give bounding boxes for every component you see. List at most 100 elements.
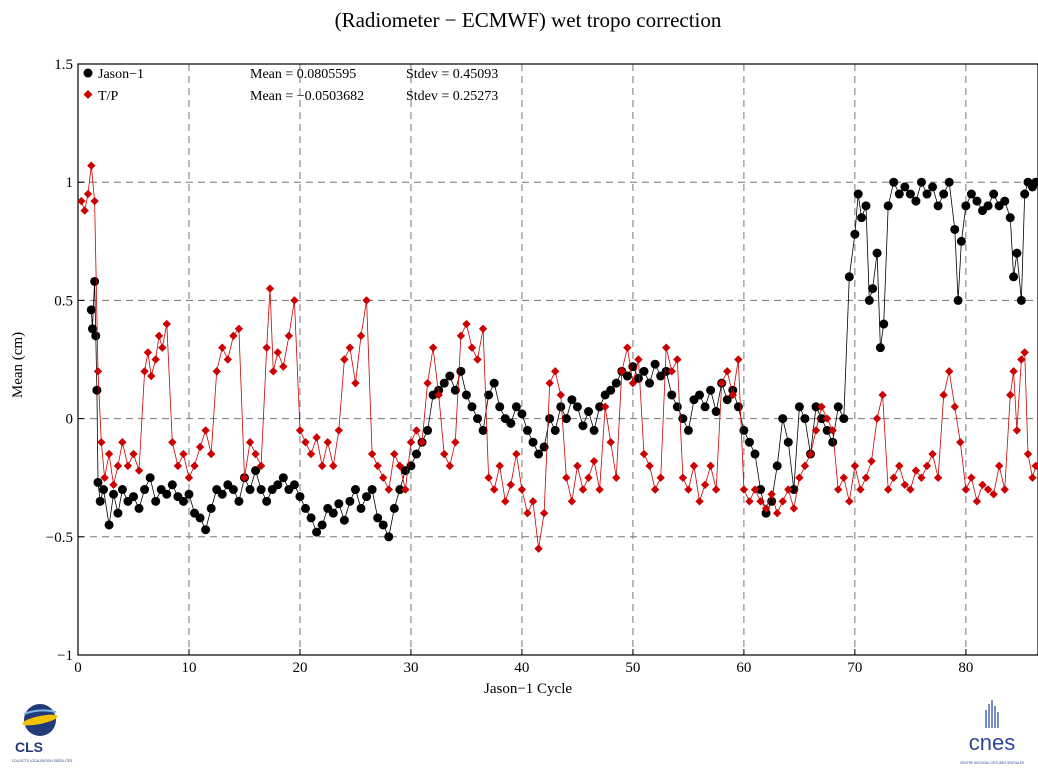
data-point (717, 378, 726, 388)
data-point (301, 438, 310, 447)
y-tick-label: 1.5 (54, 57, 73, 73)
data-point (473, 414, 483, 424)
data-point (312, 527, 322, 537)
data-point (728, 385, 738, 395)
data-point (117, 485, 127, 495)
data-point (939, 189, 949, 199)
data-point (1009, 367, 1018, 376)
data-point (789, 504, 799, 513)
data-point (109, 489, 119, 499)
data-point (645, 378, 655, 388)
data-point (584, 407, 594, 417)
data-point (195, 442, 205, 452)
chart-title: (Radiometer − ECMWF) wet tropo correctio… (335, 8, 722, 32)
stats-block: Mean = 0.0805595 Stdev = 0.45093 Mean = … (250, 67, 498, 104)
data-point (567, 497, 577, 506)
data-point (961, 485, 971, 494)
y-tick-label: −0.5 (46, 530, 73, 546)
data-point (206, 503, 216, 513)
data-point (945, 367, 954, 376)
data-point (883, 485, 893, 494)
data-point (528, 437, 538, 447)
data-point (711, 485, 721, 494)
data-point (850, 461, 860, 471)
data-point (906, 485, 915, 494)
data-point (645, 461, 654, 471)
data-point (123, 461, 133, 471)
data-point (134, 466, 144, 475)
data-point (1000, 485, 1009, 494)
data-point (983, 201, 993, 211)
data-point (667, 367, 676, 376)
data-point (439, 378, 449, 388)
data-point (550, 425, 560, 435)
data-point (528, 497, 538, 506)
data-point (573, 461, 582, 471)
cls-logo-subtext: COLLECTE LOCALISATION SATELLITES (12, 759, 72, 763)
data-point (269, 367, 278, 376)
data-point (99, 485, 109, 495)
data-point (245, 485, 255, 495)
data-point (367, 485, 377, 495)
cnes-logo-subtext: CENTRE NATIONAL D'ETUDES SPATIALES (960, 761, 1024, 765)
y-axis-ticks: −1 −0.5 0 0.5 1 1.5 (46, 57, 84, 664)
data-point (77, 196, 86, 206)
data-point (90, 276, 100, 286)
data-point (151, 496, 161, 506)
data-point (329, 461, 338, 471)
cnes-logo-text: cnes (969, 730, 1015, 755)
data-point (822, 414, 832, 423)
data-point (87, 161, 96, 170)
data-point (423, 425, 433, 435)
data-point (334, 426, 344, 435)
data-point (306, 513, 316, 523)
data-point (328, 508, 338, 518)
data-point (868, 284, 878, 294)
data-point (290, 296, 299, 305)
data-point (822, 425, 832, 435)
x-axis-label: Jason−1 Cycle (484, 681, 572, 697)
data-point (589, 425, 599, 435)
data-point (739, 425, 749, 435)
data-point (800, 461, 810, 471)
data-point (91, 331, 101, 341)
data-point (956, 438, 965, 447)
data-point (551, 367, 560, 376)
data-point (467, 343, 477, 352)
data-point (706, 461, 715, 471)
data-point (279, 362, 288, 371)
x-tick-label: 60 (736, 660, 751, 676)
data-point (517, 409, 527, 419)
data-point (933, 473, 943, 482)
data-point (856, 485, 865, 494)
data-point (456, 331, 466, 341)
data-point (861, 473, 871, 482)
data-point (695, 390, 705, 400)
data-point (600, 402, 610, 411)
data-point (734, 355, 743, 364)
data-point (1005, 213, 1015, 223)
stat-stdev-jason1: Stdev = 0.45093 (406, 67, 498, 82)
data-point (745, 497, 754, 506)
data-point (522, 425, 532, 435)
data-point (922, 189, 932, 199)
data-point (939, 390, 948, 400)
data-point (201, 525, 211, 535)
data-point (806, 449, 815, 459)
data-point (639, 449, 649, 459)
data-point (473, 355, 482, 364)
data-point (606, 385, 616, 395)
data-point (864, 295, 874, 305)
y-axis-label: Mean (cm) (10, 332, 26, 398)
data-point (113, 508, 123, 518)
data-point (456, 366, 466, 376)
series-line (80, 165, 1037, 549)
data-point (517, 485, 527, 494)
grid-lines (78, 64, 1038, 655)
data-point (878, 390, 887, 400)
data-point (972, 196, 982, 206)
data-point (389, 503, 399, 513)
data-point (434, 385, 444, 395)
data-point (92, 385, 102, 395)
